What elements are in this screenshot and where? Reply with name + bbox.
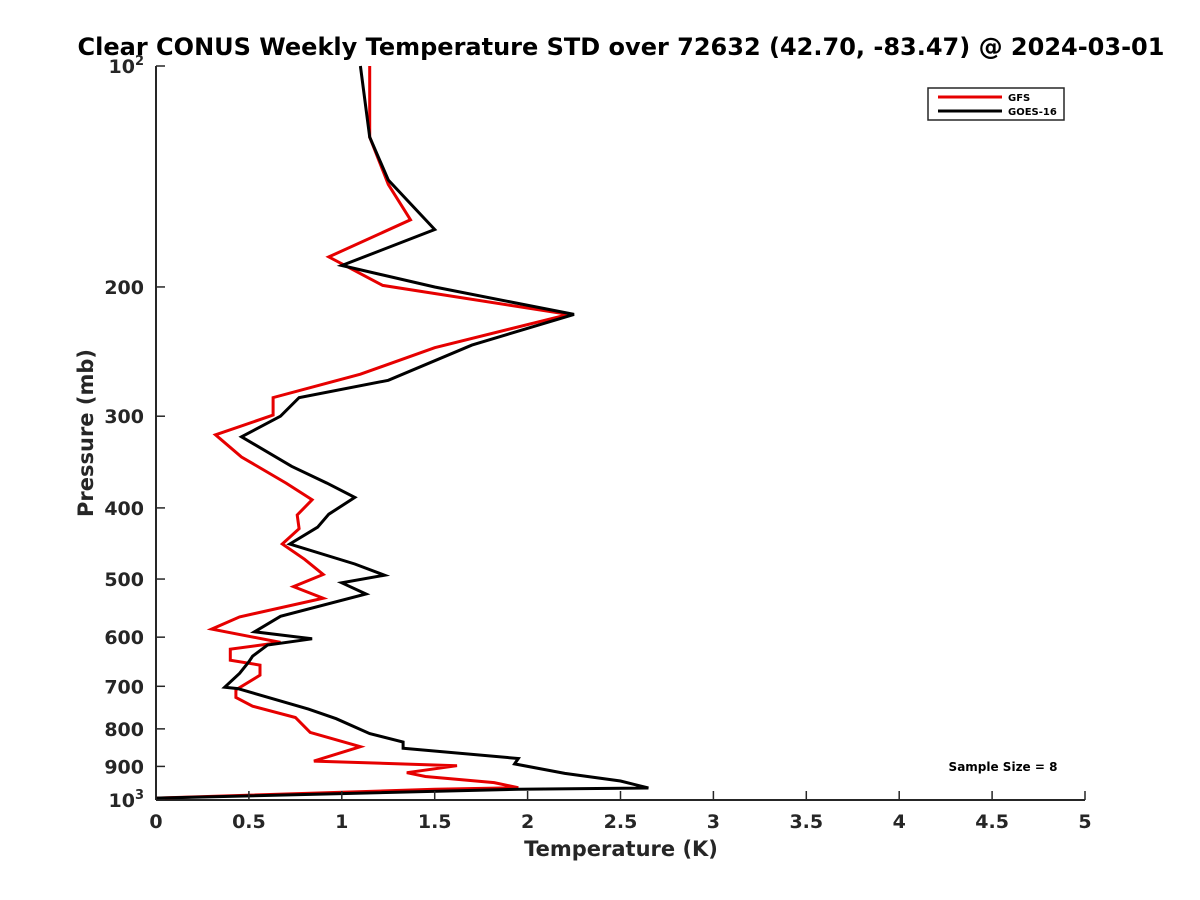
ticks-layer: 0 0.5 1 1.5 2 2.5 3 3.5 4 4.5 5 102 200 300 400 500 600 7… <box>104 54 1091 833</box>
y-tick-label: 102 <box>109 54 145 78</box>
legend-box <box>927 87 1065 121</box>
y-tick-label: 900 <box>104 756 144 778</box>
y-tick-label: 200 <box>104 277 144 299</box>
sample-size-annotation: Sample Size = 8 <box>949 760 1058 774</box>
x-tick-label: 2 <box>521 811 534 833</box>
y-tick-label: 500 <box>104 569 144 591</box>
legend-label-gfs: GFS <box>1008 93 1030 104</box>
y-tick-label: 600 <box>104 627 144 649</box>
x-tick-label: 5 <box>1078 811 1091 833</box>
y-tick-label: 300 <box>104 406 144 428</box>
y-tick-label: 800 <box>104 719 144 741</box>
series-line-gfs <box>155 66 569 800</box>
series-line-goes16 <box>155 65 649 800</box>
x-axis-label: Temperature (K) <box>524 837 718 861</box>
y-tick-label: 103 <box>109 788 145 812</box>
x-tick-label: 4.5 <box>975 811 1009 833</box>
legend-label-goes16: GOES-16 <box>1008 107 1057 118</box>
x-tick-label: 1 <box>335 811 348 833</box>
x-tick-label: 4 <box>893 811 906 833</box>
x-tick-label: 1.5 <box>418 811 452 833</box>
axes <box>155 66 1085 801</box>
chart-title: Clear CONUS Weekly Temperature STD over … <box>78 33 1165 61</box>
legend: GFS GOES-16 <box>927 87 1065 121</box>
series-layer <box>155 65 649 800</box>
x-tick-label: 3 <box>707 811 720 833</box>
x-tick-label: 0.5 <box>232 811 266 833</box>
y-tick-label: 400 <box>104 498 144 520</box>
x-tick-label: 2.5 <box>604 811 638 833</box>
y-tick-label: 700 <box>104 676 144 698</box>
x-tick-label: 3.5 <box>789 811 823 833</box>
x-tick-label: 0 <box>149 811 162 833</box>
y-axis-label: Pressure (mb) <box>74 349 98 517</box>
